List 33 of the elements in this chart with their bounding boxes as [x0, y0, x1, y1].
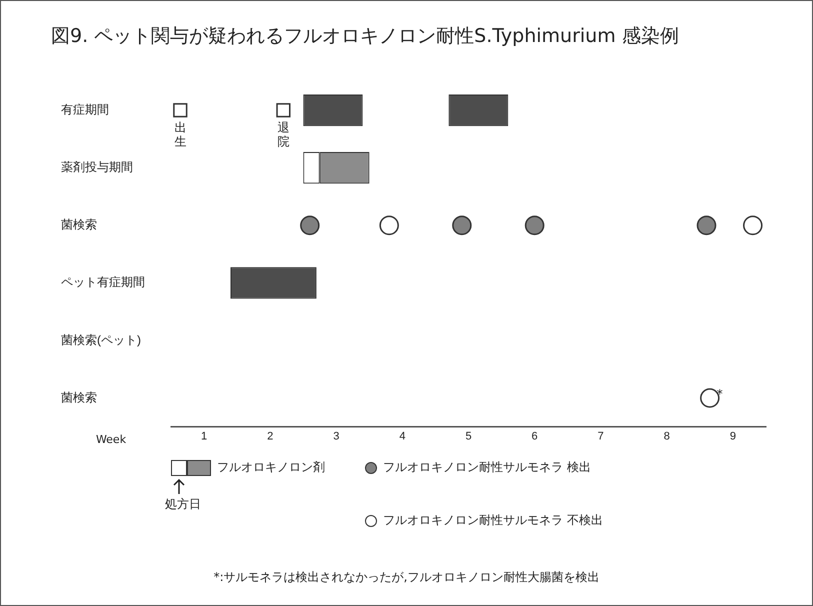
y-tick-label: 菌検索 [61, 218, 97, 232]
text: 処方日 [165, 496, 201, 512]
y-tick-label: 菌検索 [61, 390, 97, 404]
y-tick-label: 薬剤投与期間 [61, 160, 133, 174]
x-tick-label: 3 [333, 430, 340, 442]
y-tick-label: ペット有症期間 [61, 275, 145, 290]
point [524, 216, 544, 236]
legend-label: フルオロキノロン耐性サルモネラ 検出 [383, 459, 591, 476]
point [452, 216, 472, 236]
x-tick-label: 5 [465, 430, 472, 442]
y-tick-label: 菌検索(ペット) [61, 332, 141, 347]
y-tick-label: 有症期間 [61, 102, 109, 117]
text: *:サルモネラは検出されなかったが,フルオロキノロン耐性大腸菌を検出 [212, 569, 600, 586]
annotation: * [716, 387, 723, 402]
x-tick-label: 6 [532, 430, 538, 442]
x-tick-label: 9 [730, 430, 736, 442]
point [300, 216, 320, 236]
annotation: 出生 [174, 120, 186, 148]
point [743, 216, 763, 236]
point [379, 216, 399, 236]
x-tick-label: 1 [200, 430, 208, 442]
x-tick-label: 7 [598, 430, 604, 442]
legend-label: フルオロキノロン耐性サルモネラ 不検出 [383, 512, 603, 529]
point [696, 216, 716, 236]
point [173, 103, 188, 118]
legend-label: フルオロキノロン剤 [217, 459, 325, 476]
x-tick-label: 8 [664, 430, 670, 442]
annotation: 退院 [277, 120, 290, 148]
point [276, 103, 291, 118]
x-tick-label: 4 [399, 430, 406, 442]
chart-title: 図9. ペット関与が疑われるフルオロキノロン耐性S.Typhimurium 感染例 [51, 24, 679, 49]
x-axis-title: Week [96, 433, 127, 446]
x-tick-label: 2 [267, 430, 274, 442]
